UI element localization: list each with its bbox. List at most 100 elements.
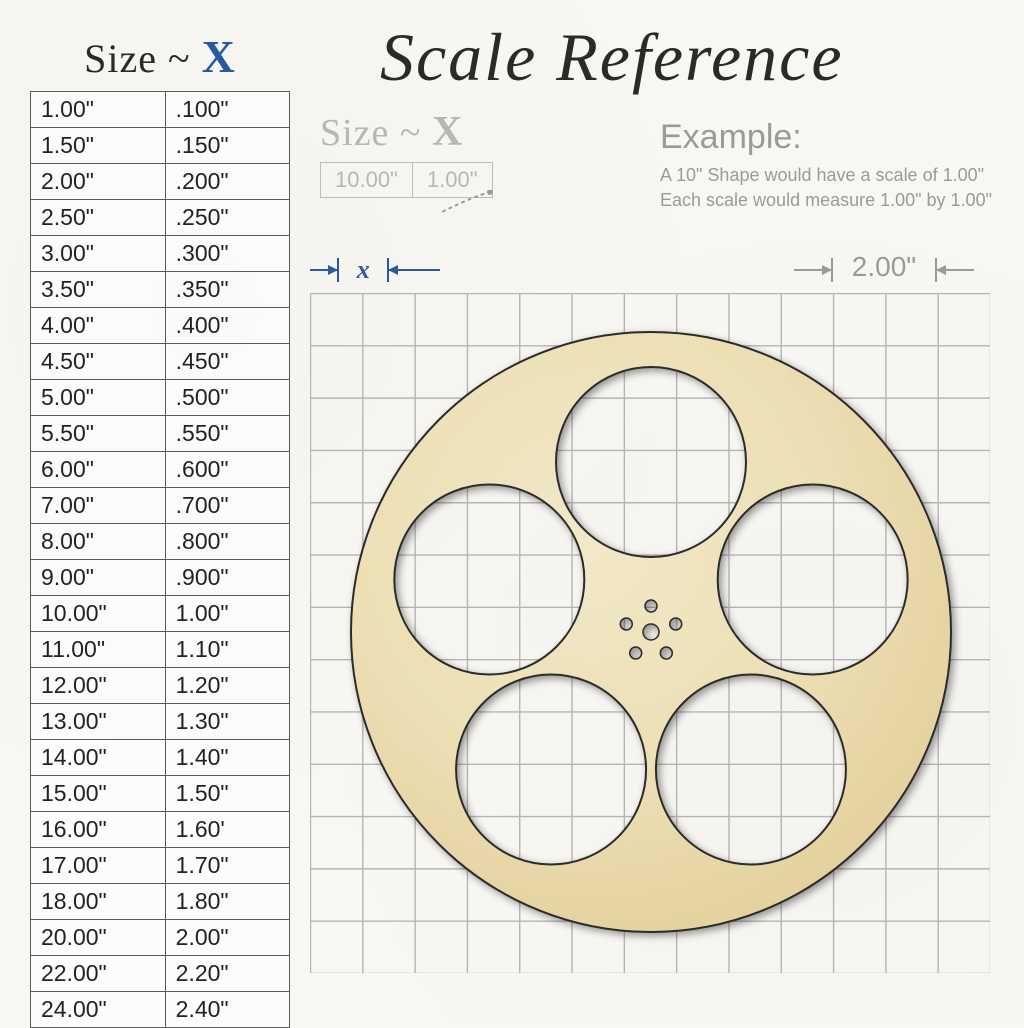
example-line-2: Each scale would measure 1.00" by 1.00" [660,188,1000,213]
mini-header-x: X [432,109,463,155]
table-cell: 1.00" [165,596,289,632]
table-row: 5.00".500" [31,380,290,416]
table-header-x: X [202,31,236,82]
table-cell: 15.00" [31,776,166,812]
scale-table: Size ~ X 1.00".100"1.50".150"2.00".200"2… [30,30,290,1028]
example-line-1: A 10" Shape would have a scale of 1.00" [660,163,1000,188]
right-dim-label: 2.00" [852,251,916,283]
table-cell: .300" [165,236,289,272]
table-cell: .250" [165,200,289,236]
table-cell: 2.40" [165,992,289,1028]
table-cell: 1.70" [165,848,289,884]
table-cell: .800" [165,524,289,560]
table-cell: 11.00" [31,632,166,668]
mini-header: Size ~ X [320,108,493,156]
table-cell: 1.20" [165,668,289,704]
table-cell: 13.00" [31,704,166,740]
table-row: 6.00".600" [31,452,290,488]
x-dim-label: x [357,255,370,285]
table-row: 17.00"1.70" [31,848,290,884]
table-cell: 10.00" [31,596,166,632]
table-cell: 20.00" [31,920,166,956]
table-cell: 12.00" [31,668,166,704]
table-row: 24.00"2.40" [31,992,290,1028]
table-row: 8.00".800" [31,524,290,560]
table-cell: 5.50" [31,416,166,452]
table-cell: 7.00" [31,488,166,524]
table-row: 22.00"2.20" [31,956,290,992]
table-row: 16.00"1.60' [31,812,290,848]
mini-header-prefix: Size ~ [320,112,432,154]
table-cell: 1.40" [165,740,289,776]
table-cell: 2.00" [165,920,289,956]
table-cell: 9.00" [31,560,166,596]
x-dimension: x [310,250,440,290]
dotted-curve-icon [440,190,520,250]
table-row: 9.00".900" [31,560,290,596]
table-row: 12.00"1.20" [31,668,290,704]
table-cell: 1.00" [31,92,166,128]
table-cell: 3.00" [31,236,166,272]
table-cell: 2.50" [31,200,166,236]
table-cell: 4.50" [31,344,166,380]
table-row: 13.00"1.30" [31,704,290,740]
table-cell: .900" [165,560,289,596]
mini-size-box: Size ~ X 10.00" 1.00" [320,108,493,198]
table-cell: 17.00" [31,848,166,884]
table-row: 20.00"2.00" [31,920,290,956]
table-cell: .200" [165,164,289,200]
table-cell: .700" [165,488,289,524]
table-cell: 4.00" [31,308,166,344]
table-row: 4.50".450" [31,344,290,380]
table-row: 1.00".100" [31,92,290,128]
table-row: 2.50".250" [31,200,290,236]
table-cell: 5.00" [31,380,166,416]
table-cell: 6.00" [31,452,166,488]
table-cell: 1.30" [165,704,289,740]
table-cell: 22.00" [31,956,166,992]
table-cell: .100" [165,92,289,128]
mini-cell-size: 10.00" [321,163,413,198]
table-header: Size ~ X [30,30,290,83]
table-cell: 2.00" [31,164,166,200]
table-cell: 18.00" [31,884,166,920]
table-cell: 24.00" [31,992,166,1028]
table-cell: 1.80" [165,884,289,920]
table-row: 11.00"1.10" [31,632,290,668]
table-row: 18.00"1.80" [31,884,290,920]
table-cell: 14.00" [31,740,166,776]
table-row: 4.00".400" [31,308,290,344]
table-row: 10.00"1.00" [31,596,290,632]
table-cell: .500" [165,380,289,416]
table-cell: 2.20" [165,956,289,992]
right-dimension: 2.00" [794,250,974,290]
table-row: 3.00".300" [31,236,290,272]
table-cell: 1.60' [165,812,289,848]
table-row: 5.50".550" [31,416,290,452]
table-row: 14.00"1.40" [31,740,290,776]
example-title: Example: [660,118,1000,157]
table-cell: .600" [165,452,289,488]
table-cell: 1.50" [31,128,166,164]
table-row: 7.00".700" [31,488,290,524]
table-cell: .550" [165,416,289,452]
table-row: 1.50".150" [31,128,290,164]
table-cell: 3.50" [31,272,166,308]
page-title: Scale Reference [380,18,844,97]
table-row: 3.50".350" [31,272,290,308]
film-reel-shape [345,326,957,938]
table-cell: 1.50" [165,776,289,812]
table-cell: 1.10" [165,632,289,668]
scale-table-body: 1.00".100"1.50".150"2.00".200"2.50".250"… [30,91,290,1028]
table-row: 2.00".200" [31,164,290,200]
table-header-prefix: Size ~ [84,36,202,81]
table-row: 15.00"1.50" [31,776,290,812]
table-cell: .400" [165,308,289,344]
table-cell: .450" [165,344,289,380]
table-cell: 16.00" [31,812,166,848]
example-block: Example: A 10" Shape would have a scale … [660,118,1000,213]
table-cell: .350" [165,272,289,308]
table-cell: 8.00" [31,524,166,560]
x-dim-arrows-icon [310,250,440,290]
table-cell: .150" [165,128,289,164]
